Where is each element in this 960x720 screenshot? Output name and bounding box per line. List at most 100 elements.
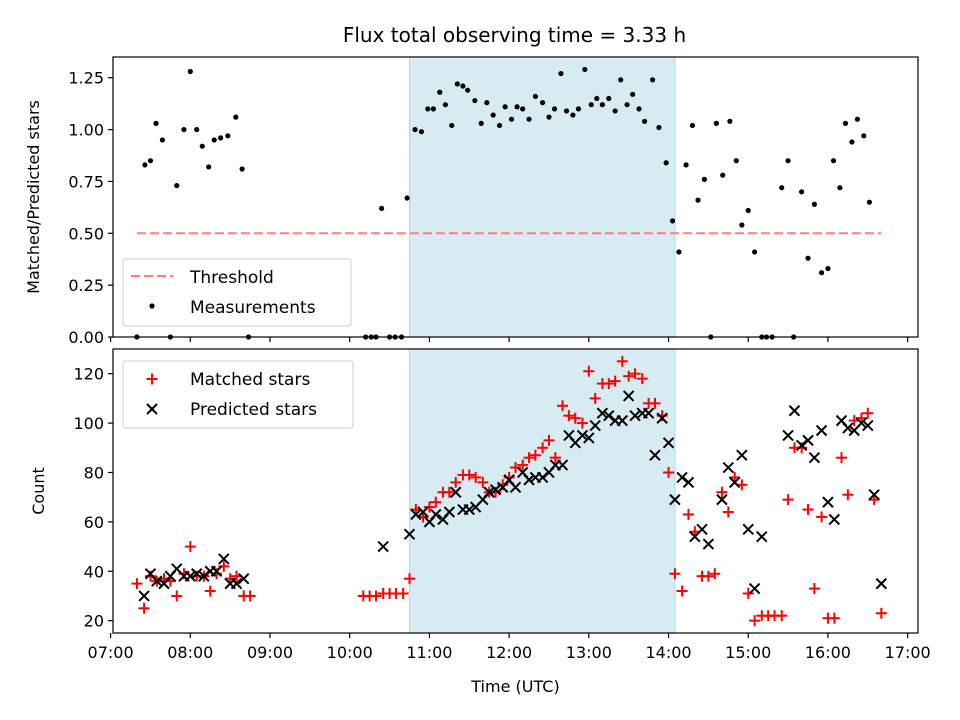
matched-point-72 [716, 486, 728, 498]
predicted-point-8 [190, 568, 203, 580]
measurement-point-9 [194, 126, 200, 133]
legend-measurements-sample [149, 303, 155, 309]
measurement-point-41 [502, 104, 508, 110]
measurement-point-94 [837, 185, 843, 191]
measurement-point-67 [663, 160, 669, 166]
measurement-point-15 [233, 114, 239, 120]
time-x-axis: 07:00 08:00 09:00 10:00 11:00 12:00 13:00 14:00… [88, 633, 931, 662]
predicted-point-68 [748, 582, 761, 595]
predicted-point-12 [218, 553, 230, 565]
measurement-point-73 [701, 176, 707, 182]
predicted-point-74 [808, 451, 821, 464]
predicted-point-53 [642, 407, 655, 419]
time-xtick-label-9: 16:00 [805, 643, 851, 662]
predicted-point-35 [523, 474, 535, 486]
measurement-point-62 [630, 91, 636, 97]
matched-point-34 [463, 469, 475, 481]
measurement-point-52 [570, 112, 576, 118]
measurement-point-77 [727, 118, 733, 124]
measurement-point-90 [811, 201, 817, 207]
count-y-label: Count [29, 467, 48, 515]
matched-point-87 [816, 511, 828, 523]
measurement-point-78 [733, 158, 739, 164]
matched-point-1 [138, 602, 150, 614]
predicted-point-51 [629, 409, 641, 422]
ratio-legend-box [122, 258, 352, 327]
count-ytick-label-1: 40 [84, 562, 104, 581]
predicted-point-83 [868, 488, 880, 501]
predicted-point-72 [795, 439, 808, 452]
measurement-point-61 [624, 102, 630, 108]
measurement-point-3 [153, 120, 159, 126]
ratio-ytick-label-5: 1.25 [68, 69, 104, 88]
count-panel: 20 40 60 80 100 120 07:00 08:00 09:00 10:00 11:00… [29, 348, 931, 696]
matched-point-49 [563, 410, 575, 422]
matched-point-62 [649, 397, 661, 409]
predicted-point-43 [576, 429, 589, 442]
measurement-point-49 [551, 106, 558, 112]
predicted-point-84 [875, 577, 888, 590]
matched-point-59 [629, 368, 641, 380]
measurement-point-91 [818, 270, 825, 276]
predicted-point-79 [842, 422, 854, 434]
time-xtick-label-5: 12:00 [486, 643, 532, 662]
matched-point-20 [370, 590, 382, 602]
predicted-point-64 [722, 461, 735, 474]
matched-point-31 [443, 486, 455, 498]
measurement-point-72 [695, 197, 701, 203]
predicted-point-63 [716, 493, 728, 506]
predicted-stars-points [138, 390, 888, 602]
matched-point-44 [529, 449, 541, 461]
matched-point-67 [682, 508, 694, 520]
predicted-point-11 [210, 565, 223, 577]
measurement-point-65 [649, 77, 656, 83]
matched-point-36 [477, 476, 489, 488]
measurement-point-36 [472, 97, 478, 104]
measurement-point-81 [752, 249, 758, 255]
count-ytick-label-0: 20 [84, 612, 104, 631]
measurement-point-58 [606, 95, 612, 102]
predicted-point-56 [662, 437, 675, 449]
measurement-point-28 [425, 106, 431, 112]
predicted-point-50 [622, 390, 635, 402]
predicted-point-73 [802, 434, 814, 447]
measurement-point-76 [720, 172, 726, 178]
predicted-point-40 [556, 459, 569, 471]
matched-point-13 [218, 560, 230, 572]
time-xtick-label-8: 15:00 [725, 643, 771, 662]
matched-point-24 [397, 587, 409, 599]
matched-point-85 [802, 504, 814, 516]
measurement-point-68 [669, 218, 676, 224]
predicted-point-29 [483, 486, 495, 498]
matched-point-57 [616, 355, 628, 367]
measurement-point-14 [225, 133, 231, 139]
measurement-point-56 [594, 95, 600, 102]
predicted-point-37 [536, 471, 549, 484]
measurement-point-8 [187, 68, 193, 75]
predicted-point-69 [756, 530, 768, 543]
legend-predicted-marker [146, 403, 158, 415]
measurement-point-64 [642, 118, 648, 124]
time-xtick-label-6: 13:00 [566, 643, 612, 662]
measurement-point-50 [558, 70, 564, 77]
measurement-point-45 [526, 116, 532, 122]
measurement-point-10 [199, 143, 205, 149]
measurement-point-71 [689, 122, 696, 129]
predicted-point-66 [736, 449, 748, 461]
matched-point-53 [589, 392, 601, 404]
predicted-point-7 [184, 570, 197, 582]
measurement-point-59 [612, 108, 618, 114]
measurement-point-54 [582, 66, 588, 73]
count-ytick-label-4: 100 [73, 414, 104, 433]
measurement-point-79 [739, 222, 745, 228]
matched-point-50 [569, 412, 581, 424]
matched-point-70 [702, 570, 714, 582]
predicted-point-62 [702, 538, 715, 550]
measurement-point-34 [460, 83, 466, 89]
matched-point-65 [669, 568, 681, 580]
predicted-point-33 [509, 481, 522, 494]
measurement-point-32 [449, 122, 455, 129]
measurement-point-29 [430, 106, 437, 112]
matched-point-46 [543, 434, 555, 446]
measurement-point-53 [575, 106, 582, 112]
